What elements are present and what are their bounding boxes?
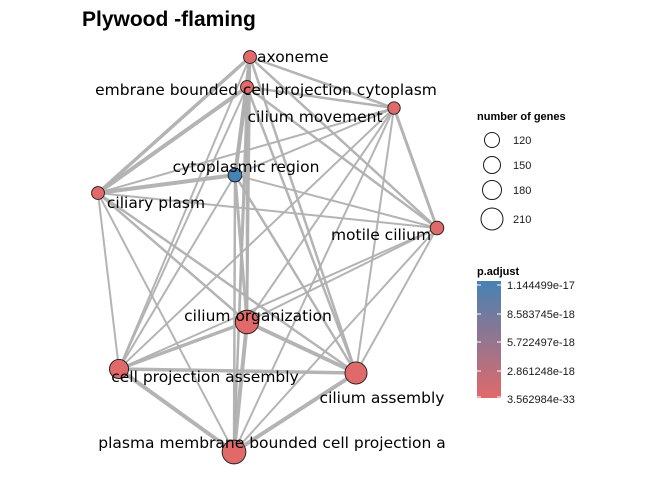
color-legend: p.adjust 1.144499e-17 8.583745e-18 5.72249… <box>477 266 575 406</box>
color-legend-label-0: 1.144499e-17 <box>507 280 575 292</box>
node-label-axoneme: axoneme <box>257 48 329 66</box>
label-layer: axoneme embrane bounded cell projection c… <box>95 48 446 452</box>
edge-ciliary-plasm--cilium-organization <box>97 192 248 323</box>
node-cilium-movement <box>387 101 401 115</box>
edge-ciliary-plasm--cell-projection-assembly <box>97 192 120 370</box>
node-label-membrane-bounded-cell-projection-cytoplasm: embrane bounded cell projection cytoplas… <box>95 81 437 99</box>
edge-cilium-movement--cilium-assembly <box>355 107 395 374</box>
edge-cell-projection-assembly--cilium-assembly <box>118 367 357 375</box>
edge-cilium-assembly--plasma-membrane-bounded-cell-projection-assembly <box>232 371 358 454</box>
node-ciliary-plasm <box>91 186 105 200</box>
size-legend-label-180: 180 <box>513 185 531 197</box>
size-legend-title: number of genes <box>477 111 566 123</box>
edge-motile-cilium--plasma-membrane-bounded-cell-projection-assembly <box>233 227 438 453</box>
node-label-plasma-membrane-bounded-cell-projection-assembly: plasma membrane bounded cell projection … <box>98 434 446 452</box>
color-legend-label-1: 8.583745e-18 <box>507 309 575 321</box>
edge-ciliary-plasm--motile-cilium <box>97 192 438 229</box>
edge-membrane-bounded-cell-projection-cytoplasm--plasma-membrane-bounded-cell-projection-assembly <box>233 86 248 453</box>
edge-axoneme--cell-projection-assembly <box>118 56 251 370</box>
edge-cilium-organization--cell-projection-assembly <box>118 320 248 371</box>
node-cilium-assembly <box>344 361 368 385</box>
edge-motile-cilium--cell-projection-assembly <box>118 227 438 370</box>
node-layer <box>91 50 445 465</box>
node-motile-cilium <box>429 220 445 236</box>
size-legend-label-210: 210 <box>513 214 531 226</box>
node-label-motile-cilium: motile cilium <box>331 226 431 244</box>
node-label-cilium-assembly: cilium assembly <box>320 389 445 407</box>
size-legend-label-150: 150 <box>513 160 531 172</box>
node-cytoplasmic-region <box>227 167 243 183</box>
node-label-cilium-organization: cilium organization <box>184 307 332 325</box>
color-legend-label-4: 3.562984e-33 <box>507 394 575 406</box>
node-axoneme <box>243 50 257 64</box>
size-legend-circle-180 <box>482 180 502 200</box>
edge-cilium-movement--cell-projection-assembly <box>118 107 395 370</box>
edge-motile-cilium--cilium-assembly <box>355 227 438 374</box>
edge-layer <box>96 55 439 454</box>
edge-motile-cilium--cilium-organization <box>246 227 438 323</box>
node-cell-projection-assembly <box>108 359 129 380</box>
edge-membrane-bounded-cell-projection-cytoplasm--ciliary-plasm <box>96 85 249 195</box>
edge-ciliary-plasm--cilium-assembly <box>97 191 357 375</box>
edge-cilium-movement--ciliary-plasm <box>97 107 395 194</box>
node-plasma-membrane-bounded-cell-projection-assembly <box>221 439 247 465</box>
color-legend-label-3: 2.861248e-18 <box>507 366 575 378</box>
edge-cilium-organization--plasma-membrane-bounded-cell-projection-assembly <box>232 321 249 453</box>
edge-membrane-bounded-cell-projection-cytoplasm--cytoplasmic-region <box>233 86 249 176</box>
edge-cytoplasmic-region--cell-projection-assembly <box>118 174 236 370</box>
node-label-ciliary-plasm: ciliary plasm <box>107 194 205 212</box>
edge-axoneme--ciliary-plasm <box>96 55 252 195</box>
edge-ciliary-plasm--plasma-membrane-bounded-cell-projection-assembly <box>97 192 235 453</box>
edge-axoneme--motile-cilium <box>249 56 438 229</box>
size-legend: number of genes 120 150 180 210 <box>477 111 566 231</box>
edge-membrane-bounded-cell-projection-cytoplasm--cilium-movement <box>246 85 395 110</box>
color-legend-title: p.adjust <box>477 266 520 278</box>
edge-cell-projection-assembly--plasma-membrane-bounded-cell-projection-assembly <box>117 367 236 454</box>
edge-cytoplasmic-region--ciliary-plasm <box>97 173 236 195</box>
edge-cilium-movement--motile-cilium <box>392 107 439 229</box>
edge-axoneme--cilium-movement <box>249 55 395 110</box>
node-label-cytoplasmic-region: cytoplasmic region <box>173 158 320 176</box>
size-legend-label-120: 120 <box>513 135 531 147</box>
size-legend-circle-210 <box>480 207 504 231</box>
size-legend-circle-150 <box>483 156 501 174</box>
node-label-cell-projection-assembly: cell projection assembly <box>111 368 299 386</box>
color-bar <box>477 281 501 398</box>
edge-cytoplasmic-region--cilium-organization <box>233 174 249 323</box>
edge-cytoplasmic-region--motile-cilium <box>234 174 438 229</box>
size-legend-circle-120 <box>484 132 500 148</box>
edge-cilium-movement--plasma-membrane-bounded-cell-projection-assembly <box>233 107 395 453</box>
edge-membrane-bounded-cell-projection-cytoplasm--cell-projection-assembly <box>118 86 248 370</box>
chart-title: Plywood -flaming <box>82 8 256 31</box>
node-label-cilium-movement: cilium movement <box>247 108 382 126</box>
edge-cilium-organization--cilium-assembly <box>246 320 357 375</box>
edge-cilium-movement--cytoplasmic-region <box>234 107 395 176</box>
edge-cytoplasmic-region--plasma-membrane-bounded-cell-projection-assembly <box>232 174 237 453</box>
node-cilium-organization <box>234 309 260 335</box>
color-legend-label-2: 5.722497e-18 <box>507 337 575 349</box>
node-membrane-bounded-cell-projection-cytoplasm <box>240 80 254 94</box>
edge-membrane-bounded-cell-projection-cytoplasm--cilium-assembly <box>245 86 358 374</box>
